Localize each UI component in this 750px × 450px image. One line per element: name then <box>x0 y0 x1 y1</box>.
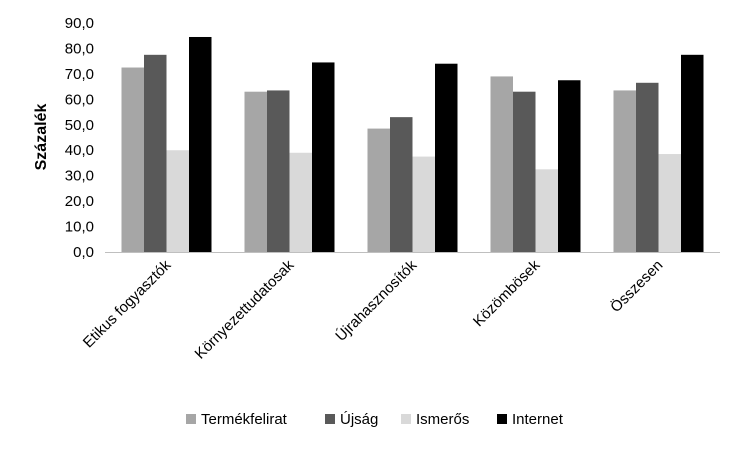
bar--js-g-1 <box>267 90 290 253</box>
legend-label: Termékfelirat <box>201 411 288 428</box>
bar-internet-1 <box>312 62 335 252</box>
bar-ismer-s-4 <box>658 154 681 252</box>
legend: Termékfelirat Újság Ismerős Internet <box>186 411 564 428</box>
y-tick-label: 20,0 <box>65 193 94 210</box>
bar-internet-4 <box>681 54 704 253</box>
legend-swatch--js-g <box>325 414 335 424</box>
x-tick-label: Közömbösek <box>470 256 544 330</box>
y-tick-label: 10,0 <box>65 219 94 236</box>
bar--js-g-4 <box>636 82 659 252</box>
legend-label: Ismerős <box>416 411 469 428</box>
y-axis-title: Százalék <box>33 104 50 171</box>
bar-term-kfelirat-1 <box>244 91 267 252</box>
x-tick-label: Etikus fogyasztók <box>80 256 175 351</box>
y-axis: 0,0 10,0 20,0 30,0 40,0 50,0 60,0 70,0 80,0 90,0 <box>65 15 94 261</box>
bar-internet-3 <box>558 80 581 252</box>
bar-term-kfelirat-0 <box>121 67 144 252</box>
bar--js-g-2 <box>390 117 413 252</box>
bar-ismer-s-3 <box>535 169 558 252</box>
x-tick-label: Újrahasznosítók <box>332 256 420 344</box>
bar--js-g-3 <box>513 91 536 252</box>
legend-label: Internet <box>512 411 564 428</box>
y-tick-label: 0,0 <box>73 244 94 261</box>
bar-term-kfelirat-4 <box>613 90 636 253</box>
y-tick-label: 90,0 <box>65 15 94 32</box>
bar-internet-2 <box>435 63 458 253</box>
x-axis: Etikus fogyasztók Környezettudatosak Újrah… <box>80 252 720 363</box>
legend-swatch-term-kfelirat <box>186 414 196 424</box>
bar-term-kfelirat-2 <box>367 128 390 252</box>
legend-swatch-ismer-s <box>401 414 411 424</box>
y-tick-label: 70,0 <box>65 66 94 83</box>
bars <box>121 36 704 253</box>
y-tick-label: 60,0 <box>65 91 94 108</box>
x-tick-label: Összesen <box>606 256 666 316</box>
bar-ismer-s-1 <box>289 152 312 252</box>
legend-swatch-internet <box>497 414 507 424</box>
bar--js-g-0 <box>144 54 167 253</box>
y-tick-label: 30,0 <box>65 168 94 185</box>
x-tick-label: Környezettudatosak <box>192 256 298 362</box>
y-tick-label: 80,0 <box>65 40 94 57</box>
bar-internet-0 <box>189 36 212 252</box>
y-tick-label: 40,0 <box>65 142 94 159</box>
y-tick-label: 50,0 <box>65 117 94 134</box>
legend-label: Újság <box>340 411 378 428</box>
bar-ismer-s-0 <box>166 150 189 252</box>
bar-ismer-s-2 <box>412 156 435 252</box>
bar-term-kfelirat-3 <box>490 76 513 253</box>
